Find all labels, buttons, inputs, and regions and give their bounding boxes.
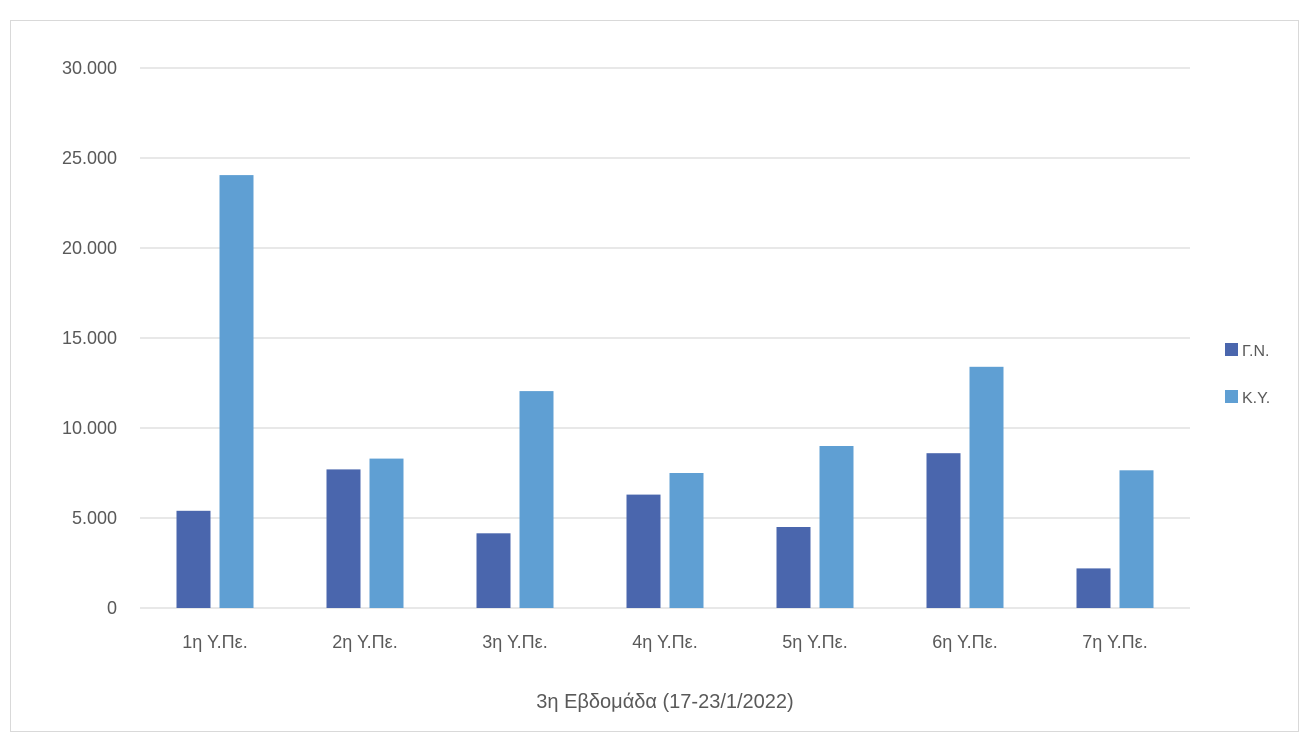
- bar-ky: [519, 391, 554, 608]
- x-tick-label: 6η Υ.Πε.: [932, 632, 997, 652]
- legend-label: Γ.Ν.: [1242, 343, 1270, 360]
- x-tick-label: 2η Υ.Πε.: [332, 632, 397, 652]
- bar-gn: [1076, 568, 1111, 608]
- bar-ky: [819, 446, 854, 608]
- bar-ky: [219, 175, 254, 608]
- bar-ky: [669, 473, 704, 608]
- x-tick-label: 7η Υ.Πε.: [1082, 632, 1147, 652]
- x-tick-label: 5η Υ.Πε.: [782, 632, 847, 652]
- bar-gn: [176, 510, 211, 608]
- bars: [176, 175, 1154, 608]
- x-tick-label: 1η Υ.Πε.: [182, 632, 247, 652]
- y-tick-label: 15.000: [62, 328, 117, 348]
- y-tick-label: 0: [107, 598, 117, 618]
- bar-gn: [926, 453, 961, 608]
- y-tick-label: 20.000: [62, 238, 117, 258]
- bar-ky: [1119, 470, 1154, 608]
- bar-ky: [969, 366, 1004, 608]
- gridlines: [140, 67, 1190, 609]
- y-tick-label: 30.000: [62, 58, 117, 78]
- bar-gn: [476, 533, 511, 608]
- legend-label: Κ.Υ.: [1242, 390, 1270, 407]
- legend-swatch: [1225, 343, 1238, 356]
- x-axis-tick-labels: 1η Υ.Πε. 2η Υ.Πε. 3η Υ.Πε. 4η Υ.Πε. 5η Υ.Πε.…: [182, 632, 1147, 652]
- x-axis-title: 3η Εβδομάδα (17-23/1/2022): [536, 691, 793, 713]
- bar-gn: [776, 527, 811, 608]
- y-tick-label: 5.000: [72, 508, 117, 528]
- y-tick-label: 25.000: [62, 148, 117, 168]
- bar-gn: [626, 494, 661, 608]
- legend-swatch: [1225, 390, 1238, 403]
- bar-gn: [326, 469, 361, 608]
- x-tick-label: 4η Υ.Πε.: [632, 632, 697, 652]
- x-tick-label: 3η Υ.Πε.: [482, 632, 547, 652]
- y-tick-label: 10.000: [62, 418, 117, 438]
- bar-ky: [369, 458, 404, 608]
- y-axis-tick-labels: 0 5.000 10.000 15.000 20.000 25.000 30.000: [62, 58, 117, 618]
- legend: Γ.Ν. Κ.Υ.: [1225, 343, 1270, 407]
